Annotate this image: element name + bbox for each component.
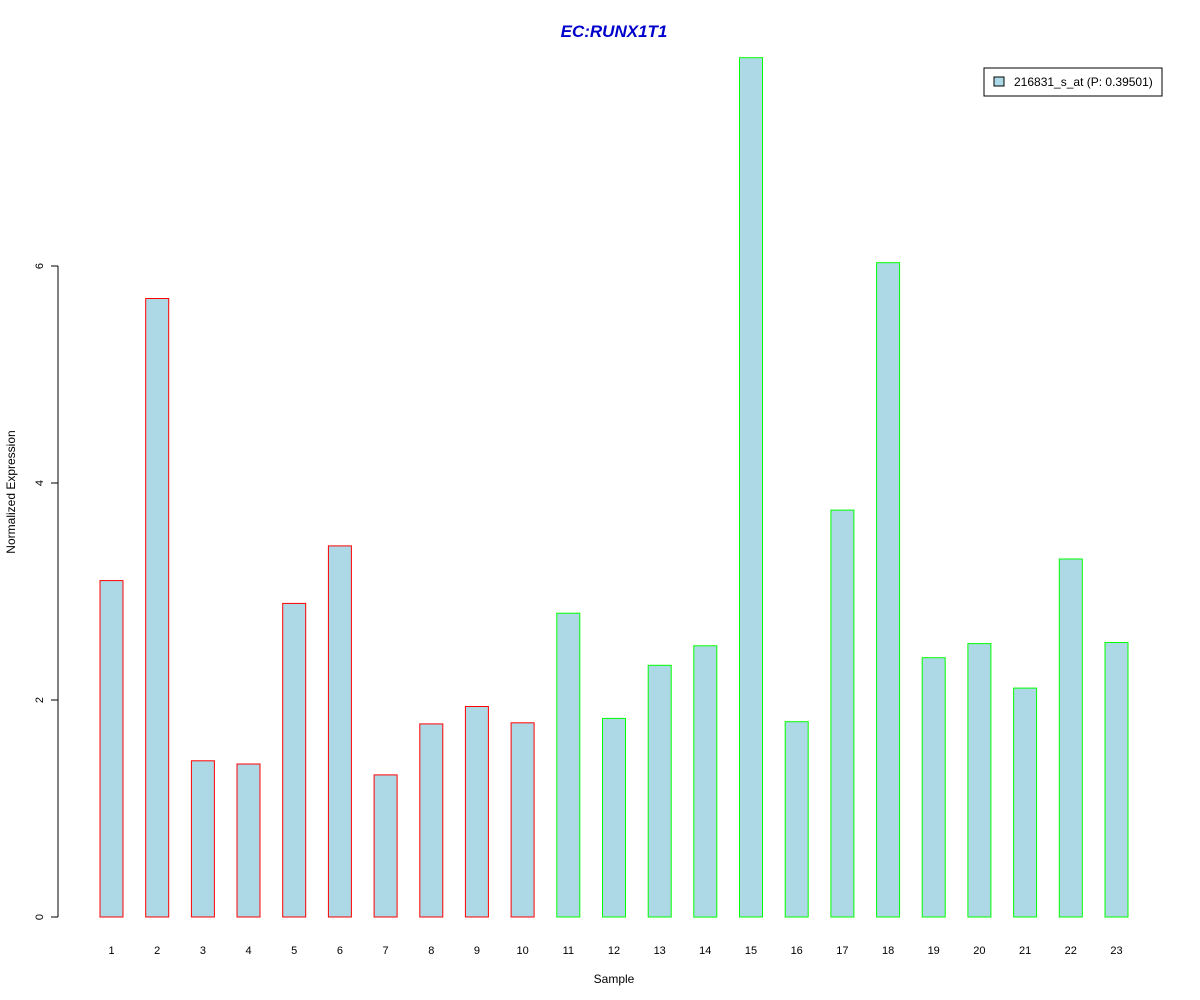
x-tick-label-13: 13 — [654, 945, 666, 957]
x-tick-label-6: 6 — [337, 945, 343, 957]
x-tick-label-9: 9 — [474, 945, 480, 957]
x-tick-label-14: 14 — [699, 945, 711, 957]
bar-sample-11 — [556, 612, 581, 918]
bar-sample-10 — [510, 722, 535, 918]
bar-sample-19 — [921, 657, 946, 918]
bar-sample-5 — [282, 602, 307, 918]
bar-sample-20 — [967, 643, 992, 918]
legend-label: 216831_s_at (P: 0.39501) — [1014, 75, 1153, 89]
x-tick-label-4: 4 — [245, 945, 251, 957]
y-axis-label: Normalized Expression — [4, 430, 18, 553]
x-tick-label-15: 15 — [745, 945, 757, 957]
x-axis-label: Sample — [594, 972, 635, 986]
x-tick-label-2: 2 — [154, 945, 160, 957]
bar-sample-21 — [1013, 687, 1038, 918]
x-tick-label-10: 10 — [516, 945, 528, 957]
y-axis: 0 2 4 6 — [34, 263, 59, 920]
x-tick-label-21: 21 — [1019, 945, 1031, 957]
bars-layer — [99, 57, 1129, 918]
bar-sample-1 — [99, 580, 124, 918]
x-tick-label-11: 11 — [563, 945, 574, 957]
bar-sample-23 — [1104, 642, 1129, 918]
x-tick-label-23: 23 — [1110, 945, 1122, 957]
x-tick-label-22: 22 — [1065, 945, 1077, 957]
y-tick-label-2: 2 — [34, 697, 46, 703]
bar-sample-12 — [602, 717, 626, 918]
bar-sample-18 — [876, 262, 901, 918]
x-tick-label-7: 7 — [383, 945, 389, 957]
bar-sample-17 — [830, 509, 855, 918]
bar-sample-8 — [419, 723, 444, 918]
bar-sample-14 — [693, 645, 718, 918]
x-tick-label-12: 12 — [608, 945, 620, 957]
bar-sample-7 — [373, 774, 398, 918]
x-tick-label-5: 5 — [291, 945, 297, 957]
bar-sample-9 — [464, 706, 489, 918]
x-tick-label-18: 18 — [882, 945, 894, 957]
x-axis-ticks: 1 2 3 4 5 6 7 8 9 10 11 12 13 14 15 16 17 18 19 20 21 22 23 — [108, 945, 1122, 957]
bar-sample-15 — [739, 57, 763, 918]
y-tick-label-0: 0 — [34, 914, 46, 920]
x-tick-label-19: 19 — [928, 945, 940, 957]
bar-sample-22 — [1058, 558, 1083, 918]
chart-title: EC:RUNX1T1 — [561, 22, 668, 41]
bar-sample-13 — [647, 664, 672, 918]
x-tick-label-1: 1 — [108, 945, 114, 957]
legend: 216831_s_at (P: 0.39501) — [983, 67, 1163, 97]
bar-sample-2 — [145, 298, 170, 918]
x-tick-label-3: 3 — [200, 945, 206, 957]
bar-sample-16 — [784, 721, 809, 918]
y-tick-label-6: 6 — [34, 263, 46, 269]
bar-sample-6 — [327, 545, 352, 918]
x-tick-label-16: 16 — [791, 945, 803, 957]
bar-sample-4 — [236, 763, 261, 918]
x-tick-label-17: 17 — [836, 945, 848, 957]
x-tick-label-8: 8 — [428, 945, 434, 957]
x-tick-label-20: 20 — [973, 945, 985, 957]
y-tick-label-4: 4 — [34, 480, 46, 486]
legend-box — [983, 67, 1163, 97]
legend-swatch — [993, 76, 1005, 87]
bar-sample-3 — [190, 760, 215, 918]
